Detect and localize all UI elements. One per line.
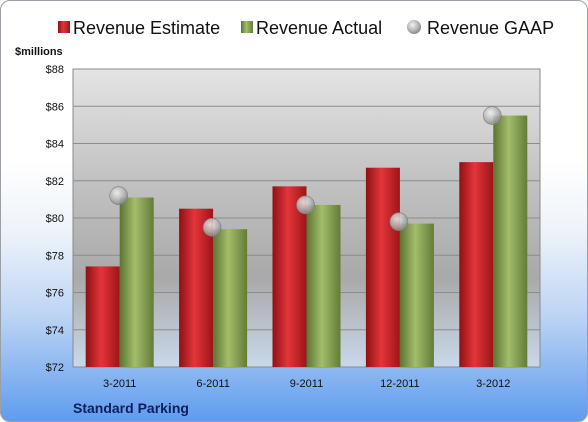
y-tick-label: $80 (46, 213, 64, 225)
legend-label-actual: Revenue Actual (256, 18, 382, 38)
y-tick-label: $76 (46, 288, 64, 300)
y-tick-label: $84 (46, 139, 64, 151)
y-tick-label: $74 (46, 325, 64, 337)
bar-revenue-actual (493, 115, 528, 367)
bar-revenue-actual (399, 223, 434, 367)
bar-revenue-actual (306, 204, 341, 367)
x-tick-label: 9-2011 (290, 378, 323, 390)
y-tick-label: $86 (46, 101, 64, 113)
legend-label-estimate: Revenue Estimate (73, 18, 220, 38)
gaap-markers (109, 106, 502, 237)
x-tick-label: 3-2011 (103, 378, 136, 390)
legend-swatch-estimate (58, 21, 70, 33)
company-name: Standard Parking (73, 400, 189, 416)
x-tick-label: 6-2011 (196, 378, 229, 390)
bar-revenue-estimate (365, 167, 400, 367)
marker-revenue-gaap (389, 212, 409, 232)
marker-revenue-gaap (109, 186, 128, 205)
y-tick-label: $72 (46, 362, 64, 374)
legend-marker-gaap (407, 20, 421, 34)
legend-swatch-actual (241, 21, 253, 33)
bar-revenue-estimate (459, 162, 494, 367)
bar-revenue-estimate (85, 266, 120, 367)
y-tick-label: $88 (46, 64, 64, 76)
bars (85, 115, 528, 367)
marker-revenue-gaap (482, 106, 502, 125)
marker-revenue-gaap (296, 195, 315, 215)
legend: Revenue Estimate Revenue Actual Revenue … (58, 18, 554, 38)
y-tick-label: $78 (46, 250, 64, 262)
bar-revenue-estimate (272, 186, 307, 367)
legend-label-gaap: Revenue GAAP (427, 18, 554, 38)
x-tick-label: 3-2012 (476, 378, 510, 390)
y-tick-label: $82 (46, 176, 64, 188)
x-axis-ticks: 3-2011 6-2011 9-2011 12-2011 3-2012 (103, 378, 510, 390)
x-tick-label: 12-2011 (380, 378, 420, 390)
marker-revenue-gaap (202, 218, 222, 237)
bar-revenue-actual (119, 197, 154, 367)
bar-revenue-actual (213, 229, 248, 367)
y-axis-unit-label: $millions (15, 46, 63, 58)
y-axis-ticks: $72 $74 $76 $78 $80 $82 $84 $86 $88 (46, 64, 64, 374)
